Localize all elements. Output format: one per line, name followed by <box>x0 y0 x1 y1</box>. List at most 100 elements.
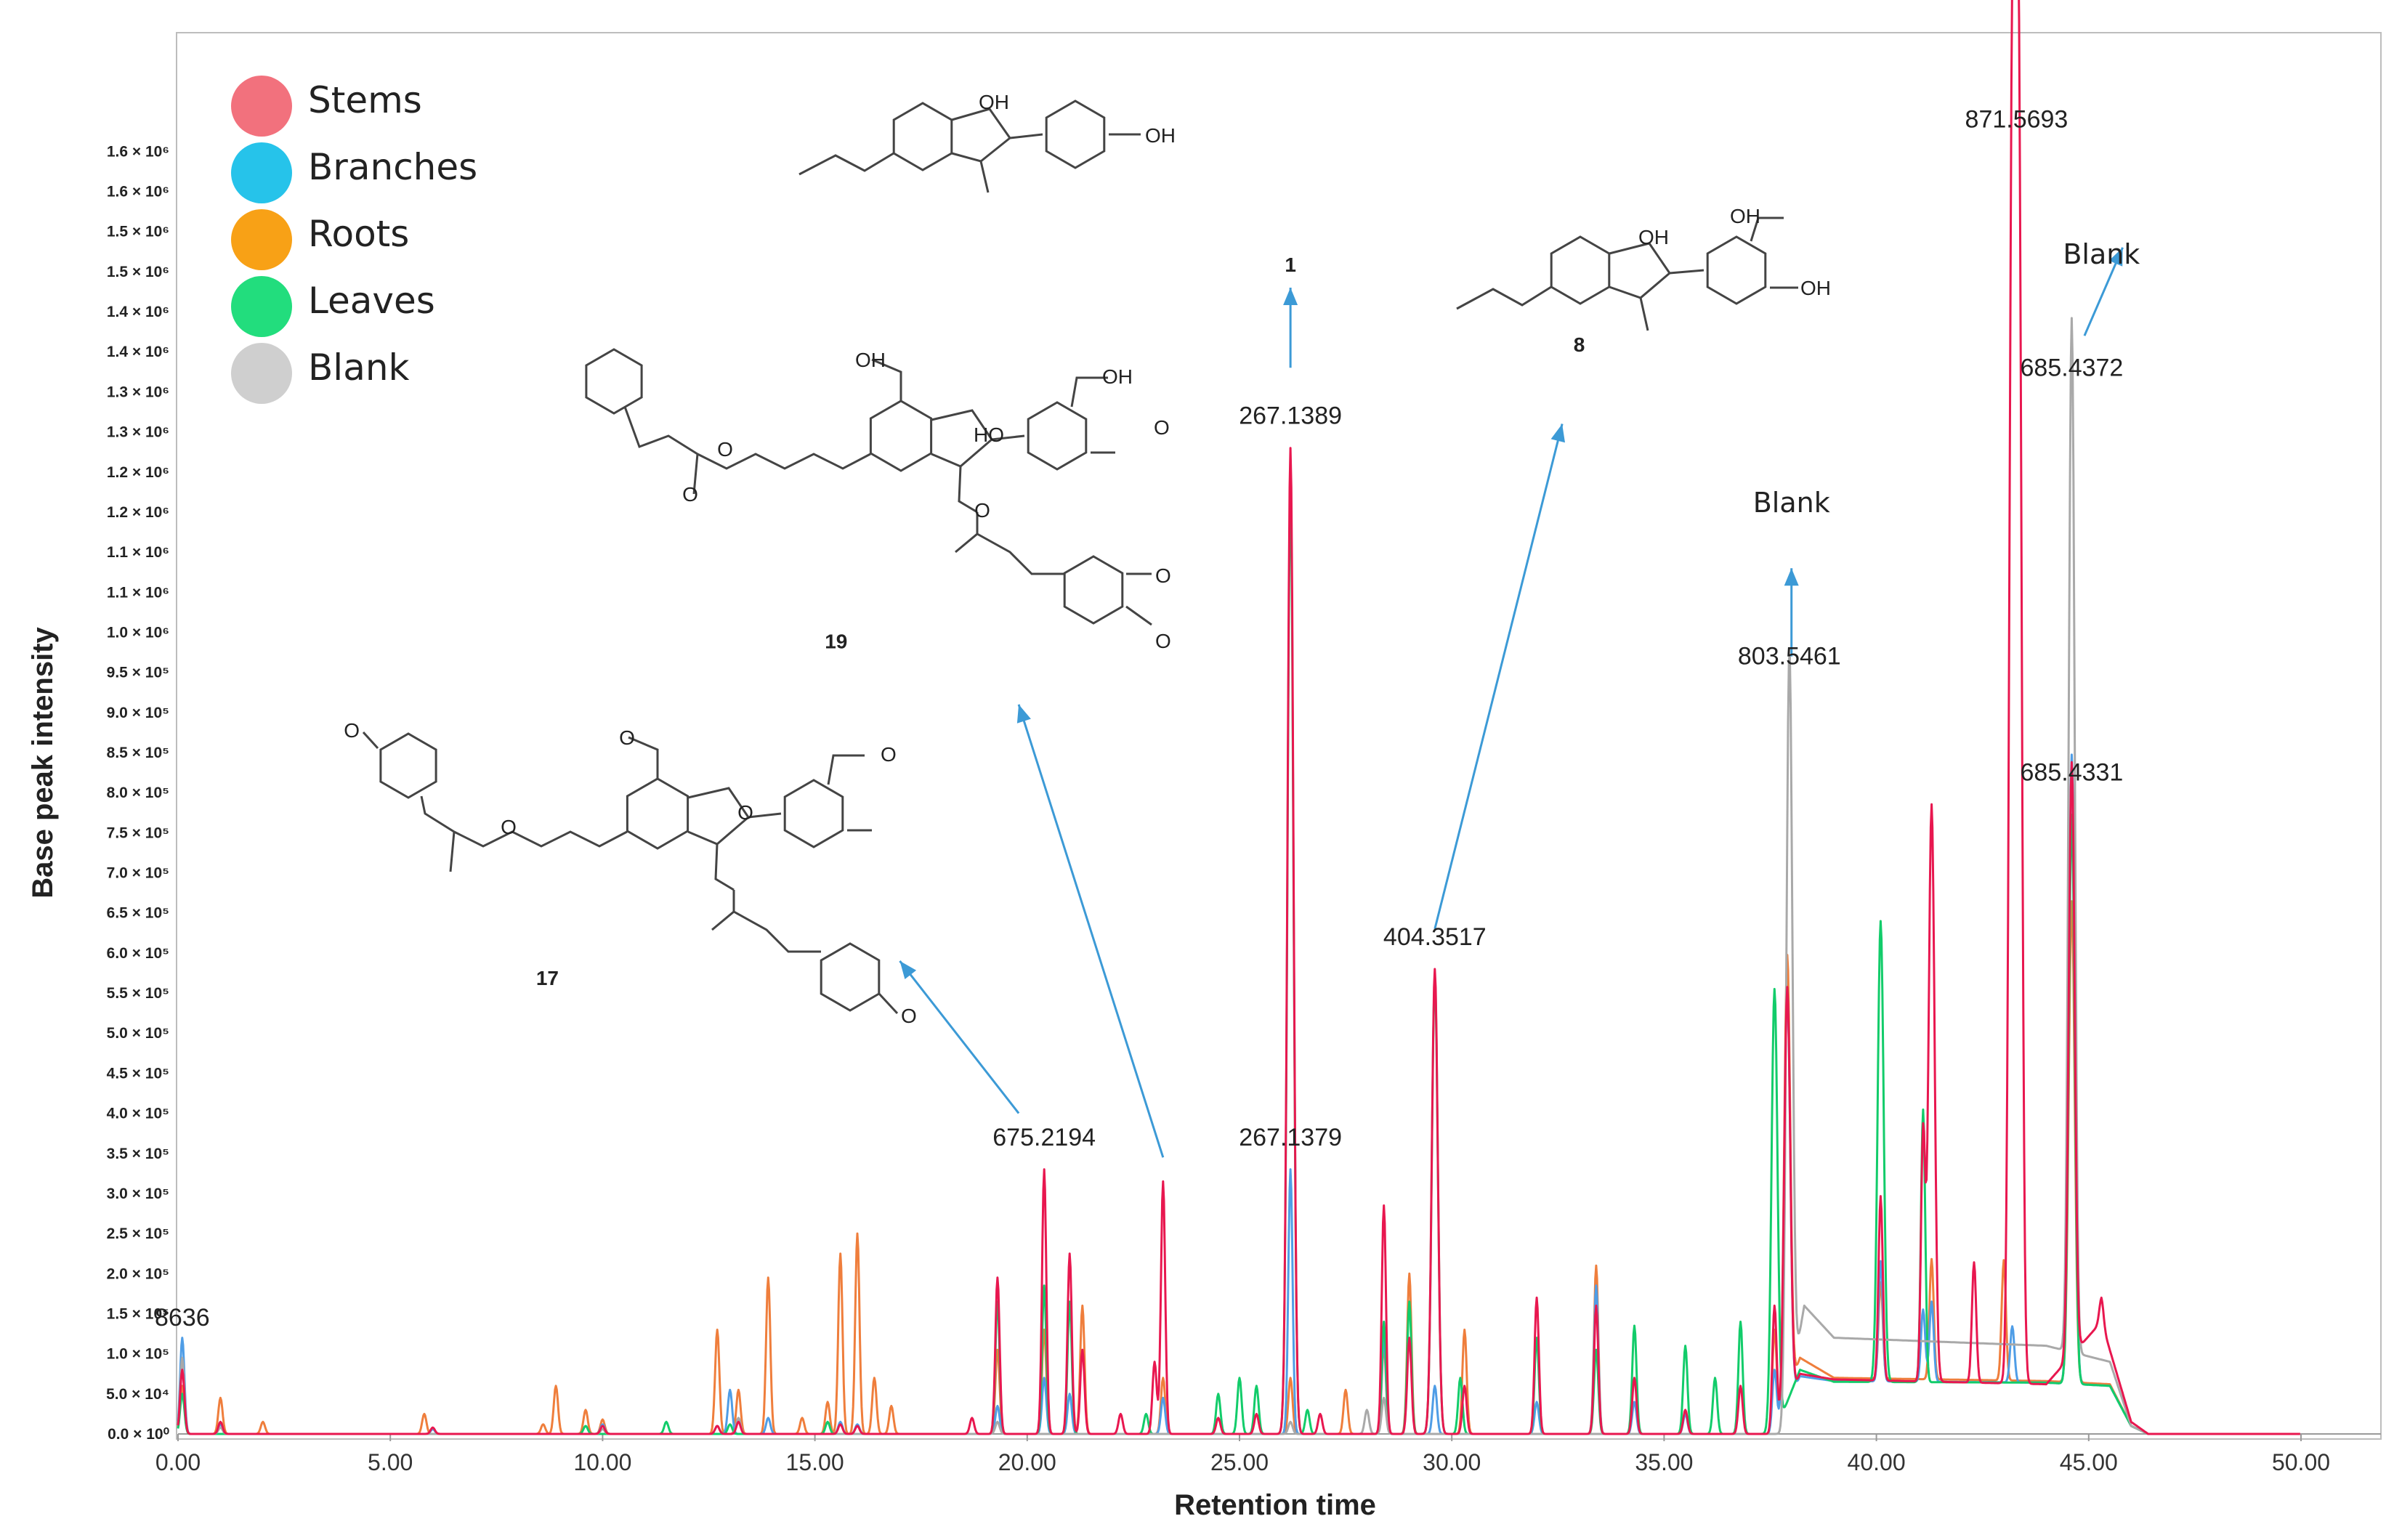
legend-label-stems: Stems <box>308 79 422 121</box>
peak-label-267-1389: 267.1389 <box>1239 402 1342 430</box>
y-tick-label: 1.5 × 10⁵ <box>107 1305 169 1322</box>
y-tick-label: 6.5 × 10⁵ <box>107 905 169 922</box>
peak-label-8636: 8636 <box>155 1304 210 1332</box>
x-tick-label: 15.00 <box>786 1449 844 1475</box>
legend-label-blank: Blank <box>308 346 410 389</box>
legend-swatch-stems <box>231 76 292 137</box>
y-tick-label: 1.0 × 10⁶ <box>107 624 169 641</box>
x-tick-label: 45.00 <box>2060 1449 2118 1475</box>
y-tick-label: 2.5 × 10⁵ <box>107 1225 169 1242</box>
atom-label: O <box>1155 564 1171 587</box>
x-tick-label: 50.00 <box>2272 1449 2330 1475</box>
atom-label: OH <box>1145 124 1176 147</box>
compound-number-8: 8 <box>1574 333 1585 356</box>
atom-label: OH <box>1800 277 1831 299</box>
legend-swatch-blank <box>231 343 292 404</box>
compound-number-1: 1 <box>1285 254 1296 276</box>
atom-label: O <box>901 1005 917 1027</box>
y-tick-label: 4.5 × 10⁵ <box>107 1065 169 1082</box>
chart-frame <box>176 32 2382 1440</box>
callout-arrow <box>1016 704 1165 1158</box>
callout-arrow <box>1433 423 1565 930</box>
axes: 0.00 5.00 10.00 15.00 20.00 25.00 30.00 35.00 40… <box>106 143 2381 1475</box>
x-tick-label: 35.00 <box>1635 1449 1693 1475</box>
series-layer <box>177 0 2301 1435</box>
y-tick-label: 1.4 × 10⁶ <box>107 344 169 360</box>
atom-label: O <box>881 743 897 766</box>
x-tick-label: 30.00 <box>1423 1449 1481 1475</box>
y-tick-label: 0.0 × 10⁰ <box>108 1426 169 1443</box>
y-tick-label: 5.5 × 10⁵ <box>107 985 169 1002</box>
legend-swatch-roots <box>231 209 292 270</box>
y-tick-label: 9.0 × 10⁵ <box>107 705 169 721</box>
legend-swatch-branches <box>231 142 292 203</box>
atom-label: OH <box>1102 365 1133 388</box>
y-tick-label: 1.5 × 10⁶ <box>107 264 169 280</box>
peak-label-404-3517: 404.3517 <box>1383 923 1487 951</box>
y-tick-label: 1.6 × 10⁶ <box>107 184 169 200</box>
peak-label-871-5693: 871.5693 <box>1965 105 2069 133</box>
y-tick-label: 1.2 × 10⁶ <box>107 464 169 481</box>
callout-arrow <box>2083 247 2124 336</box>
arrow-layer <box>899 247 2124 1158</box>
y-tick-label: 5.0 × 10⁴ <box>106 1386 169 1403</box>
atom-label: O <box>1154 416 1170 439</box>
atom-label: O <box>682 483 698 506</box>
y-tick-label: 1.0 × 10⁵ <box>107 1346 169 1363</box>
x-axis-label: Retention time <box>1174 1489 1376 1521</box>
annotation-layer: 8636 675.2194 267.1379 404.3517 803.5461 685.… <box>155 105 2140 1332</box>
y-tick-label: 1.6 × 10⁶ <box>107 143 169 160</box>
legend-label-roots: Roots <box>308 213 410 255</box>
y-tick-label: 8.5 × 10⁵ <box>107 745 169 761</box>
x-tick-label: 10.00 <box>573 1449 631 1475</box>
atom-label: OH <box>855 349 886 371</box>
peak-label-267-1379: 267.1379 <box>1239 1124 1342 1151</box>
callout-arrow <box>1283 287 1298 368</box>
atom-label: O <box>717 438 733 461</box>
peak-label-685-4372: 685.4372 <box>2021 354 2124 381</box>
atom-label: OH <box>979 91 1009 113</box>
callout-blank: Blank <box>1753 487 1830 519</box>
structure-compound-17: O O O O O O <box>344 719 917 1027</box>
atom-label: O <box>501 816 517 838</box>
compound-number-17: 17 <box>536 967 559 989</box>
callout-blank: Blank <box>2063 238 2140 270</box>
atom-label: O <box>974 499 990 522</box>
y-tick-label: 5.0 × 10⁵ <box>107 1025 169 1042</box>
structure-compound-8: OH OH OH <box>1456 205 1831 331</box>
atom-label: HO <box>974 423 1004 446</box>
y-tick-label: 1.2 × 10⁶ <box>107 504 169 521</box>
y-tick-label: 1.5 × 10⁶ <box>107 224 169 240</box>
legend-label-leaves: Leaves <box>308 280 435 322</box>
y-tick-label: 3.0 × 10⁵ <box>107 1186 169 1202</box>
y-tick-label: 7.5 × 10⁵ <box>107 824 169 841</box>
atom-label: OH <box>1730 205 1760 227</box>
callout-arrow <box>899 960 1020 1114</box>
callout-arrow <box>1784 568 1799 657</box>
y-tick-label: 1.1 × 10⁶ <box>107 544 169 561</box>
atom-label: O <box>344 719 360 742</box>
y-tick-label: 1.4 × 10⁶ <box>107 304 169 320</box>
legend-label-branches: Branches <box>308 146 478 188</box>
y-tick-label: 1.1 × 10⁶ <box>107 584 169 601</box>
y-tick-label: 1.3 × 10⁶ <box>107 424 169 441</box>
x-tick-label: 5.00 <box>368 1449 413 1475</box>
y-tick-label: 6.0 × 10⁵ <box>107 945 169 962</box>
x-tick-label: 20.00 <box>998 1449 1056 1475</box>
series-line-stems <box>177 0 2301 1435</box>
y-tick-label: 3.5 × 10⁵ <box>107 1146 169 1162</box>
y-tick-label: 9.5 × 10⁵ <box>107 665 169 681</box>
atom-label: OH <box>1638 226 1669 248</box>
y-tick-label: 8.0 × 10⁵ <box>107 785 169 801</box>
y-tick-label: 2.0 × 10⁵ <box>107 1265 169 1282</box>
atom-label: O <box>619 726 635 749</box>
legend-swatch-leaves <box>231 276 292 337</box>
y-axis-label: Base peak intensity <box>27 627 59 899</box>
y-tick-label: 1.3 × 10⁶ <box>107 384 169 400</box>
atom-label: O <box>1155 630 1171 652</box>
x-tick-label: 0.00 <box>155 1449 201 1475</box>
y-tick-label: 4.0 × 10⁵ <box>107 1106 169 1122</box>
compound-number-19: 19 <box>825 631 847 653</box>
